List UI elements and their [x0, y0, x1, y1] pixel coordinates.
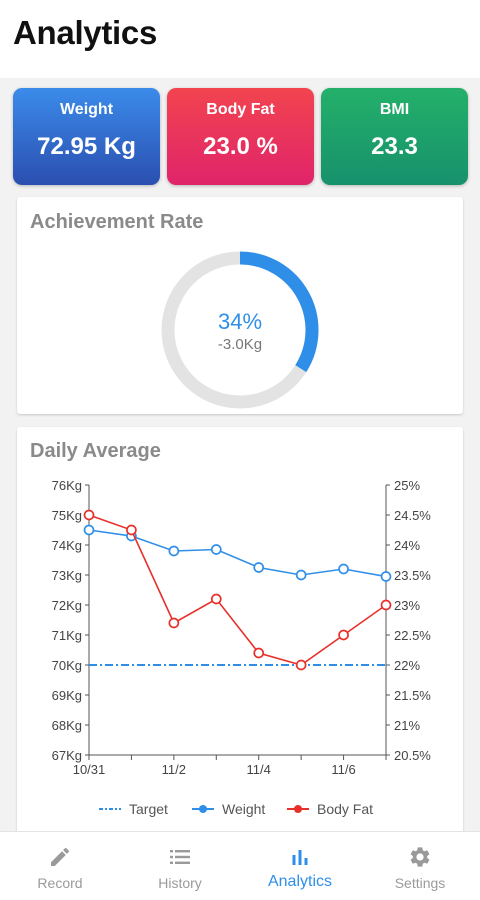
tab-settings-label: Settings [394, 875, 446, 891]
y-right-tick-label: 23.5% [394, 568, 431, 583]
body-fat-data-point [338, 629, 349, 641]
achievement-rate-title: Achievement Rate [30, 211, 204, 233]
y-left-tick-label: 72Kg [52, 598, 82, 613]
y-right-tick-label: 24% [394, 538, 420, 553]
body-fat-legend-label: Body Fat [317, 801, 373, 817]
body-fat-series-line [88, 514, 387, 666]
gear-icon [410, 847, 430, 867]
tab-analytics[interactable]: Analytics [240, 832, 360, 900]
y-left-tick-label: 74Kg [52, 538, 82, 553]
pencil-icon [51, 847, 69, 866]
weight-data-point [210, 544, 222, 555]
bmi-stat-label: BMI [379, 101, 410, 118]
x-tick-label: 11/6 [331, 762, 355, 777]
y-right-tick-label: 21% [394, 718, 420, 733]
weight-data-point [295, 569, 307, 581]
y-right-tick-label: 25% [394, 478, 420, 493]
y-right-tick-label: 23% [394, 598, 420, 613]
y-right-tick-label: 20.5% [394, 748, 431, 763]
list-icon [170, 850, 190, 864]
body-fat-data-point [253, 647, 265, 659]
y-left-tick-label: 75Kg [52, 508, 82, 523]
tab-analytics-label: Analytics [267, 873, 333, 890]
y-right-tick-label: 24.5% [394, 508, 431, 523]
body-fat-legend-marker [294, 805, 302, 813]
x-tick-label: 11/2 [162, 762, 186, 777]
weight-data-point [380, 571, 392, 582]
progress-ring-arc [239, 251, 319, 373]
tab-history-label: History [158, 875, 202, 891]
body-fat-data-point [380, 599, 392, 611]
y-right-tick-label: 21.5% [394, 688, 431, 703]
body-fat-data-point [83, 509, 95, 521]
weight-data-point [338, 563, 349, 575]
weight-stat-card[interactable]: Weight 72.95 Kg [13, 88, 160, 185]
weight-stat-value: 72.95 Kg [37, 133, 136, 160]
weight-legend-marker [199, 805, 207, 813]
body-fat-stat-card[interactable]: Body Fat 23.0 % [167, 88, 314, 185]
weight-data-point [253, 562, 265, 573]
daily-average-title: Daily Average [30, 440, 161, 462]
x-tick-label: 11/4 [247, 762, 271, 777]
achievement-delta: -3.0Kg [217, 336, 263, 353]
y-left-tick-label: 76Kg [52, 478, 82, 493]
tab-history[interactable]: History [120, 832, 240, 900]
bmi-stat-card[interactable]: BMI 23.3 [321, 88, 468, 185]
body-fat-stat-value: 23.0 % [203, 133, 278, 160]
page-title: Analytics [13, 14, 158, 51]
body-fat-data-point [126, 524, 137, 536]
weight-data-point [168, 545, 180, 557]
y-right-tick-label: 22.5% [394, 628, 431, 643]
body-fat-data-point [168, 617, 180, 629]
tab-record-label: Record [37, 875, 83, 891]
y-left-tick-label: 69Kg [52, 688, 82, 703]
daily-average-panel: Daily Average 76Kg 25% 75Kg 24.5% 74Kg 24% 73K… [17, 427, 463, 833]
weight-series-line [88, 529, 387, 578]
weight-stat-label: Weight [59, 101, 114, 118]
y-left-tick-label: 71Kg [52, 628, 82, 643]
weight-data-point [83, 524, 95, 536]
y-left-tick-label: 68Kg [52, 718, 82, 733]
bmi-stat-value: 23.3 [371, 133, 418, 160]
body-fat-data-point [210, 593, 222, 605]
bottom-tab-bar: Record History Analytics [0, 831, 480, 900]
y-left-tick-label: 73Kg [52, 568, 82, 583]
weight-legend-label: Weight [222, 801, 265, 817]
y-left-tick-label: 67Kg [52, 748, 82, 763]
y-right-tick-label: 22% [394, 658, 420, 673]
daily-average-chart: 76Kg 25% 75Kg 24.5% 74Kg 24% 73Kg 23.5% 72Kg 23% 7… [52, 478, 432, 817]
tab-settings[interactable]: Settings [360, 832, 480, 900]
body-fat-data-point [295, 659, 307, 671]
achievement-progress-ring [161, 251, 319, 409]
achievement-percent: 34% [217, 309, 263, 334]
body-fat-stat-label: Body Fat [206, 101, 275, 118]
target-legend-label: Target [129, 801, 168, 817]
bar-chart-icon [292, 850, 308, 865]
y-left-tick-label: 70Kg [52, 658, 82, 673]
app-header: Analytics [0, 0, 480, 78]
x-tick-label: 10/31 [73, 762, 106, 777]
tab-record[interactable]: Record [0, 832, 120, 900]
achievement-rate-panel: Achievement Rate 34% -3.0Kg [17, 197, 463, 414]
